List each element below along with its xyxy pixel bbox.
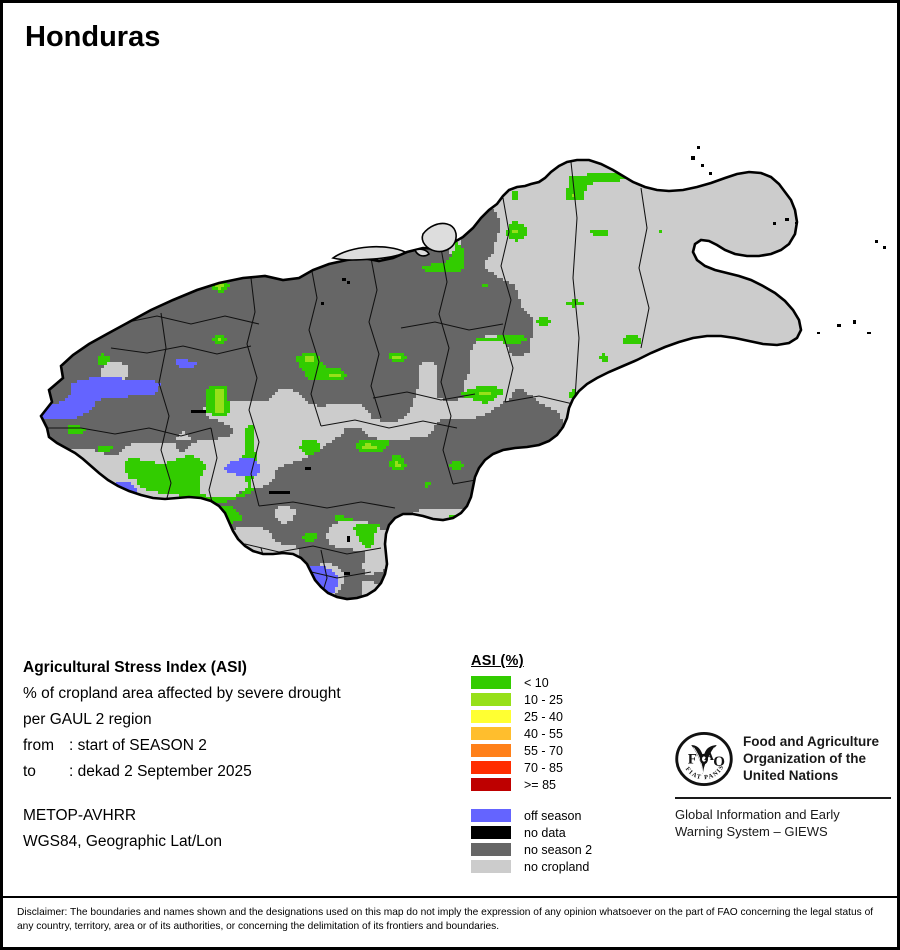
fao-top-row: F A O FIAT PANIS Food and Agriculture Or…	[675, 730, 891, 788]
fao-org-name: Food and Agriculture Organization of the…	[743, 730, 879, 784]
map-canvas[interactable]	[11, 98, 895, 638]
asi-status-swatch	[471, 860, 511, 873]
legend-row: 40 - 55	[471, 725, 661, 742]
asi-status-swatch	[471, 809, 511, 822]
giews-line-1: Global Information and Early	[675, 807, 840, 822]
info-projection: WGS84, Geographic Lat/Lon	[23, 833, 223, 850]
info-heading: Agricultural Stress Index (ASI)	[23, 659, 247, 676]
fao-org-line-1: Food and Agriculture	[743, 734, 879, 749]
info-spacer	[23, 785, 453, 803]
info-from-row: from : start of SEASON 2	[23, 733, 453, 759]
giews-label: Global Information and Early Warning Sys…	[675, 806, 891, 840]
asi-class-label: 55 - 70	[524, 743, 563, 758]
asi-class-swatch	[471, 693, 511, 706]
map-legend: ASI (%) < 10 10 - 25 25 - 40 40 - 55 55 - 70…	[471, 653, 661, 875]
asi-status-label: no cropland	[524, 859, 590, 874]
fao-org-line-3: United Nations	[743, 768, 839, 783]
honduras-asi-map[interactable]	[11, 98, 895, 638]
asi-class-swatch	[471, 676, 511, 689]
map-raster-layer	[41, 160, 801, 599]
asi-class-swatch	[471, 778, 511, 791]
asi-class-label: < 10	[524, 675, 549, 690]
info-to-row: to : dekad 2 September 2025	[23, 759, 453, 785]
fao-logo-icon: F A O FIAT PANIS	[675, 732, 733, 786]
legend-row: off season	[471, 807, 661, 824]
svg-text:F: F	[688, 752, 697, 768]
asi-class-swatch	[471, 727, 511, 740]
legend-other-list: off season no data no season 2 no cropland	[471, 807, 661, 875]
legend-row: 55 - 70	[471, 742, 661, 759]
map-info-block: Agricultural Stress Index (ASI) % of cro…	[23, 655, 453, 855]
asi-status-label: no data	[524, 825, 566, 840]
info-from-label: from	[23, 737, 54, 754]
fao-org-line-2: Organization of the	[743, 751, 866, 766]
legend-row: 25 - 40	[471, 708, 661, 725]
asi-class-swatch	[471, 710, 511, 723]
svg-text:O: O	[713, 754, 725, 770]
page-title: Honduras	[25, 21, 161, 53]
fao-branding: F A O FIAT PANIS Food and Agriculture Or…	[675, 730, 891, 840]
asi-class-label: 70 - 85	[524, 760, 563, 775]
legend-row: < 10	[471, 674, 661, 691]
asi-status-swatch	[471, 826, 511, 839]
asi-class-swatch	[471, 761, 511, 774]
asi-status-label: no season 2	[524, 842, 593, 857]
legend-row: no season 2	[471, 841, 661, 858]
info-sensor: METOP-AVHRR	[23, 807, 137, 824]
legend-title: ASI (%)	[471, 653, 524, 669]
legend-row: no cropland	[471, 858, 661, 875]
disclaimer-divider	[3, 896, 897, 898]
legend-class-list: < 10 10 - 25 25 - 40 40 - 55 55 - 70 70 - 85 >…	[471, 674, 661, 793]
fao-divider	[675, 797, 891, 799]
asi-status-swatch	[471, 843, 511, 856]
info-line-2: per GAUL 2 region	[23, 711, 152, 728]
svg-text:A: A	[704, 749, 714, 764]
legend-row: 70 - 85	[471, 759, 661, 776]
bay-islands	[331, 222, 457, 261]
asi-class-label: 10 - 25	[524, 692, 563, 707]
asi-class-label: 25 - 40	[524, 709, 563, 724]
offshore-cays	[321, 146, 886, 334]
legend-gap	[471, 793, 661, 807]
info-from-value: : start of SEASON 2	[69, 737, 207, 754]
asi-status-label: off season	[524, 808, 582, 823]
giews-line-2: Warning System – GIEWS	[675, 824, 828, 839]
legend-row: 10 - 25	[471, 691, 661, 708]
asi-class-label: 40 - 55	[524, 726, 563, 741]
asi-class-swatch	[471, 744, 511, 757]
info-to-value: : dekad 2 September 2025	[69, 763, 252, 780]
legend-row: >= 85	[471, 776, 661, 793]
legend-row: no data	[471, 824, 661, 841]
info-line-1: % of cropland area affected by severe dr…	[23, 685, 341, 702]
asi-class-label: >= 85	[524, 777, 556, 792]
info-to-label: to	[23, 763, 36, 780]
disclaimer-text: Disclaimer: The boundaries and names sho…	[17, 907, 874, 932]
